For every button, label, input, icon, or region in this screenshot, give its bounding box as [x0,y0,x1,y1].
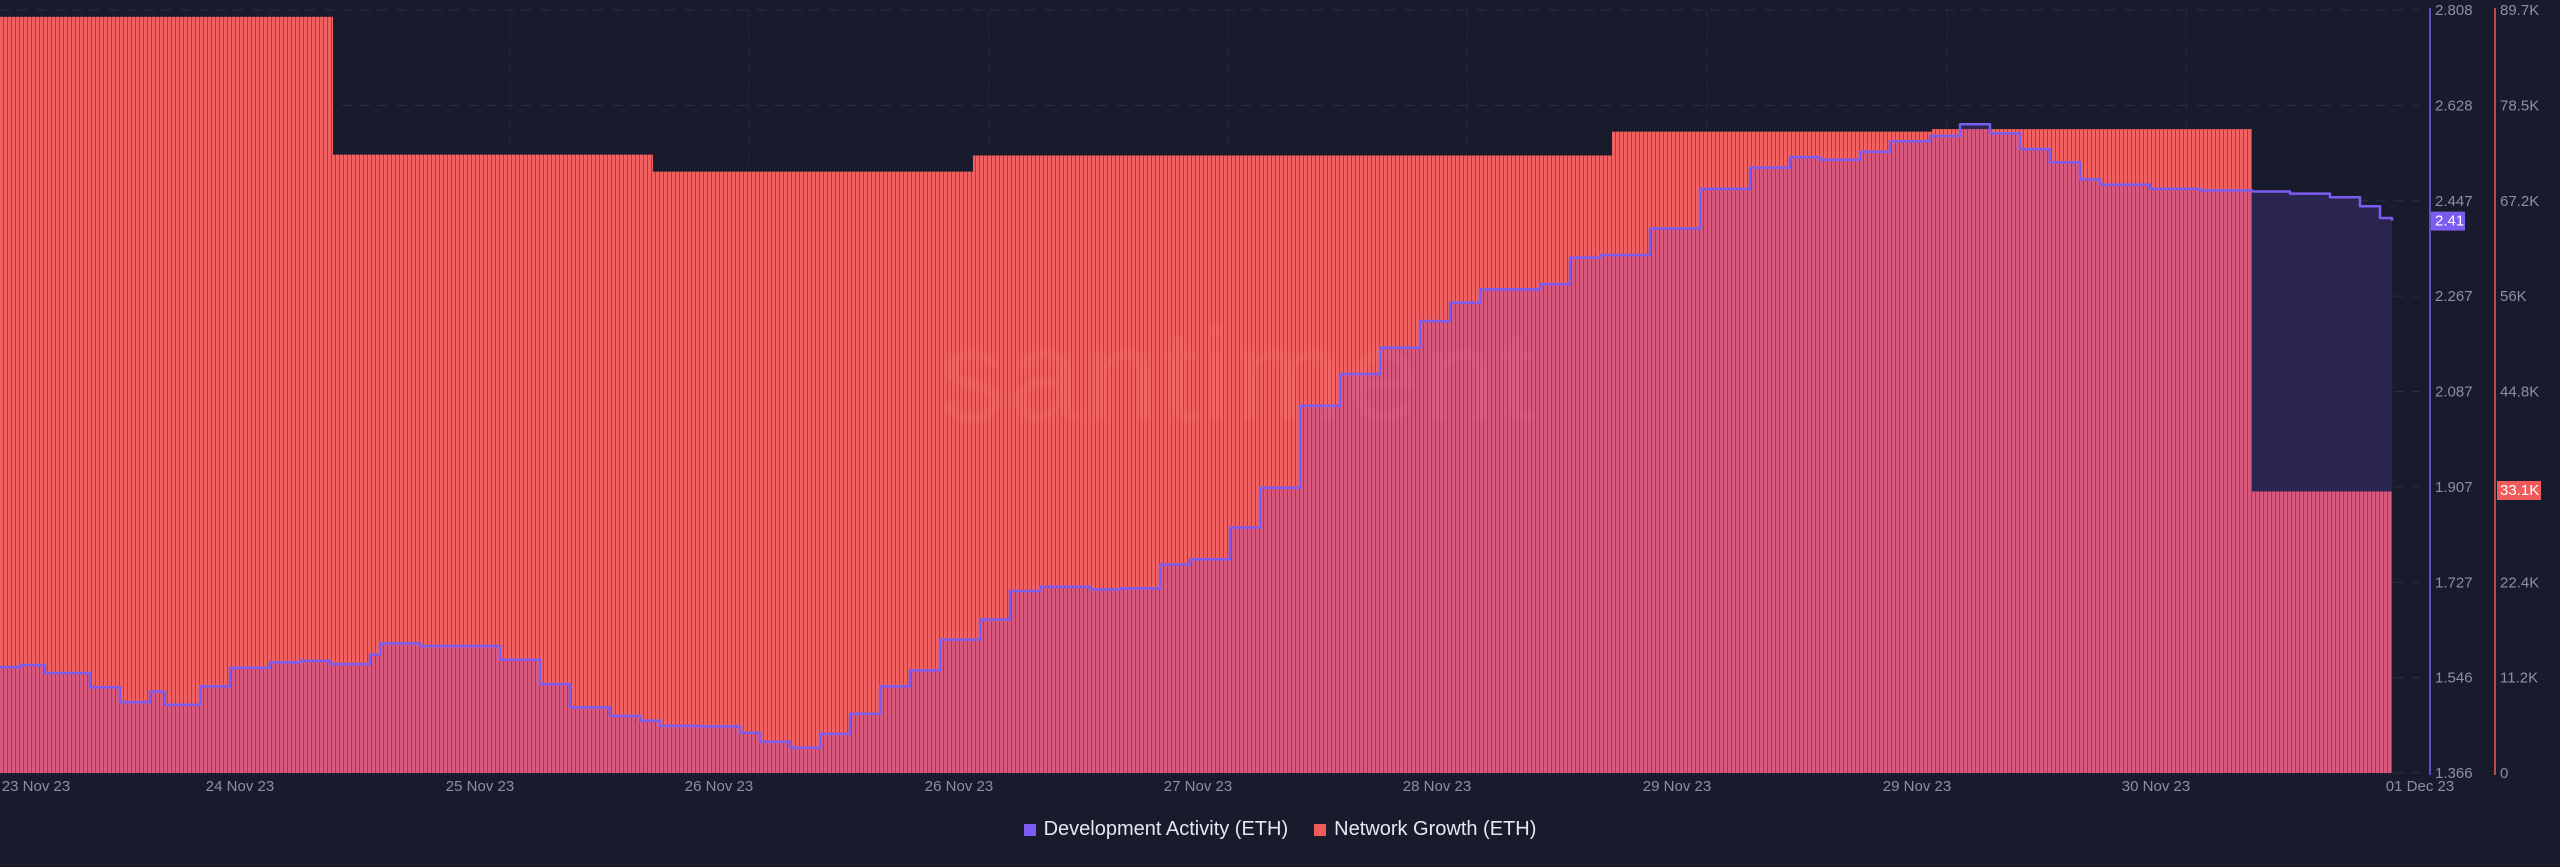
svg-text:44.8K: 44.8K [2500,384,2539,401]
svg-text:78.5K: 78.5K [2500,97,2539,114]
svg-text:25 Nov 23: 25 Nov 23 [446,778,514,795]
svg-text:2.808: 2.808 [2435,2,2473,19]
legend-item-development-activity[interactable]: Development Activity (ETH) [1023,818,1289,841]
svg-text:23 Nov 23: 23 Nov 23 [2,778,70,795]
svg-text:33.1K: 33.1K [2500,482,2539,499]
svg-text:67.2K: 67.2K [2500,193,2539,210]
svg-text:28 Nov 23: 28 Nov 23 [1403,778,1471,795]
left-axis-ticks: 2.808 2.628 2.447 2.267 2.087 1.907 1.727 1.546… [2435,2,2473,782]
current-value-badges: 2.41 33.1K [2431,211,2541,500]
svg-text:22.4K: 22.4K [2500,574,2539,591]
svg-text:1.546: 1.546 [2435,670,2473,687]
svg-text:24 Nov 23: 24 Nov 23 [206,778,274,795]
svg-text:0: 0 [2500,765,2508,782]
svg-text:1.907: 1.907 [2435,479,2473,496]
purple-square-icon [1023,823,1036,836]
svg-text:29 Nov 23: 29 Nov 23 [1643,778,1711,795]
svg-text:2.267: 2.267 [2435,288,2473,305]
svg-text:01 Dec 23: 01 Dec 23 [2386,778,2454,795]
svg-text:1.366: 1.366 [2435,765,2473,782]
svg-text:26 Nov 23: 26 Nov 23 [685,778,753,795]
svg-text:26 Nov 23: 26 Nov 23 [925,778,993,795]
svg-text:11.2K: 11.2K [2500,670,2538,687]
legend-label: Network Growth (ETH) [1334,818,1537,840]
svg-text:56K: 56K [2500,288,2527,305]
bar-segment[interactable] [0,16,333,773]
legend: Development Activity (ETH) Network Growt… [0,818,2560,841]
svg-text:2.41: 2.41 [2435,213,2464,230]
red-square-icon [1314,823,1327,836]
development-activity-line[interactable] [0,123,2394,749]
svg-text:89.7K: 89.7K [2500,2,2539,19]
right-axis-ticks: 89.7K 78.5K 67.2K 56K 44.8K 33.1K 22.4K 11.2K 0 [2500,2,2539,782]
svg-text:27 Nov 23: 27 Nov 23 [1164,778,1232,795]
legend-item-network-growth[interactable]: Network Growth (ETH) [1314,818,1536,841]
svg-text:29 Nov 23: 29 Nov 23 [1883,778,1951,795]
svg-text:2.628: 2.628 [2435,97,2473,114]
svg-text:2.447: 2.447 [2435,193,2473,210]
legend-label: Development Activity (ETH) [1043,818,1289,840]
svg-text:1.727: 1.727 [2435,574,2473,591]
svg-text:30 Nov 23: 30 Nov 23 [2122,778,2190,795]
x-axis-ticks: 23 Nov 23 24 Nov 23 25 Nov 23 26 Nov 23 26 N… [2,778,2454,795]
svg-text:2.087: 2.087 [2435,384,2473,401]
